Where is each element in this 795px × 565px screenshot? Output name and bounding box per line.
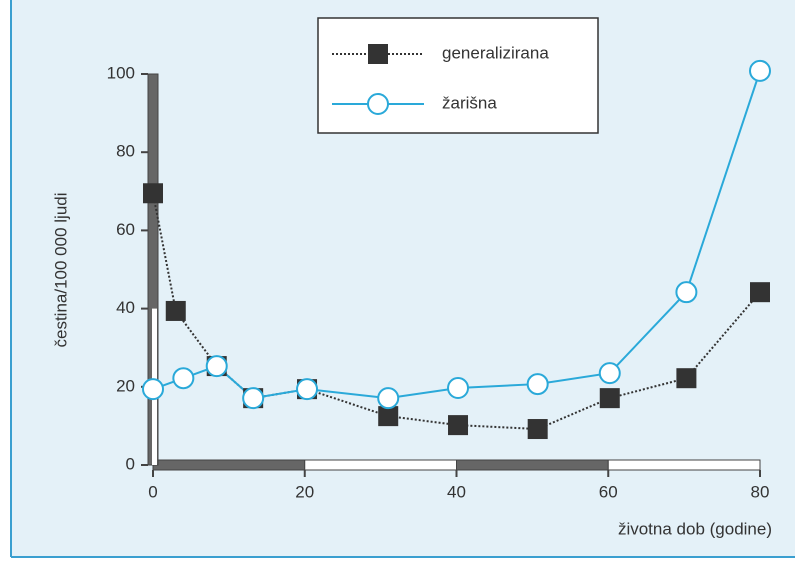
y-tick-label: 20 [116, 376, 135, 395]
x-tick-label: 20 [295, 482, 314, 501]
x-axis-band [456, 459, 609, 471]
y-tick-label: 100 [107, 63, 135, 82]
marker [526, 373, 549, 396]
marker [165, 300, 186, 321]
x-axis-band [304, 459, 457, 471]
marker [448, 415, 469, 436]
legend-label: generalizirana [442, 43, 549, 62]
x-tick-label: 40 [447, 482, 466, 501]
marker [676, 368, 697, 389]
marker [142, 378, 164, 401]
marker [205, 355, 228, 378]
legend-marker [368, 44, 388, 64]
marker [598, 362, 621, 385]
x-tick-label: 60 [599, 482, 618, 501]
legend-box [317, 17, 599, 134]
marker [143, 183, 163, 204]
marker [599, 388, 620, 409]
marker [749, 59, 771, 82]
y-tick-label: 60 [116, 220, 135, 239]
y-tick-label: 0 [126, 454, 135, 473]
legend-marker [367, 93, 389, 115]
marker [377, 387, 400, 410]
marker [527, 419, 548, 440]
y-tick-label: 40 [116, 298, 135, 317]
marker [447, 376, 470, 399]
marker [296, 378, 319, 401]
marker [675, 281, 698, 304]
marker [378, 406, 399, 427]
marker [172, 367, 195, 390]
marker [750, 282, 770, 303]
x-axis-band [607, 459, 761, 471]
x-tick-label: 0 [148, 482, 157, 501]
marker [242, 387, 265, 410]
y-tick-label: 80 [116, 142, 135, 161]
legend-label: žarišna [442, 93, 497, 112]
y-axis-label: čestina/100 000 ljudi [51, 192, 70, 347]
x-axis-label: životna dob (godine) [618, 519, 772, 538]
x-axis-band [152, 459, 306, 471]
x-tick-label: 80 [751, 482, 770, 501]
